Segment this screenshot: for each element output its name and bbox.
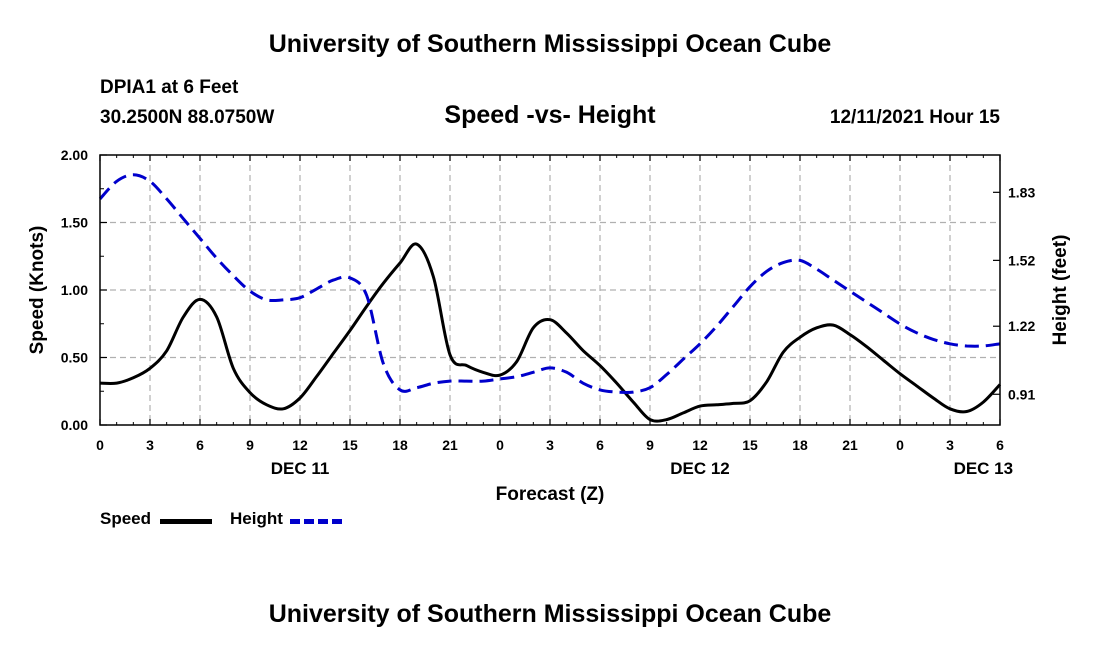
series-line-speed — [99, 242, 1002, 423]
date-label: DEC 12 — [670, 459, 730, 478]
legend-label-height: Height — [230, 509, 283, 528]
x-tick-label: 15 — [742, 437, 758, 453]
station-coordinates: 30.2500N 88.0750W — [100, 107, 275, 128]
y2-tick-label: 1.52 — [1008, 252, 1035, 268]
y2-tick-label: 0.91 — [1008, 386, 1035, 402]
x-tick-label: 15 — [342, 437, 358, 453]
y2-tick-label: 1.22 — [1008, 318, 1035, 334]
y-tick-label: 1.50 — [61, 215, 88, 231]
x-tick-label: 9 — [246, 437, 254, 453]
y-tick-label: 2.00 — [61, 147, 88, 163]
y-tick-label: 0.50 — [61, 350, 88, 366]
chart-title: Speed -vs- Height — [444, 101, 656, 129]
x-tick-label: 12 — [292, 437, 308, 453]
y-axis-label: Speed (Knots) — [27, 226, 48, 355]
y2-tick-label: 1.83 — [1008, 184, 1035, 200]
x-tick-label: 3 — [946, 437, 954, 453]
y-tick-label: 1.00 — [61, 282, 88, 298]
x-tick-label: 0 — [896, 437, 904, 453]
footer-title: University of Southern Mississippi Ocean… — [268, 600, 832, 628]
x-tick-label: 12 — [692, 437, 708, 453]
x-tick-label: 18 — [392, 437, 408, 453]
legend-swatch-height — [290, 519, 342, 524]
legend-label-speed: Speed — [100, 509, 152, 528]
series-line-height — [98, 173, 1001, 394]
x-tick-label: 3 — [546, 437, 554, 453]
legend-item-speed: Speed — [100, 509, 151, 529]
y-tick-label: 0.00 — [61, 417, 88, 433]
date-label: DEC 13 — [954, 459, 1014, 478]
x-tick-label: 21 — [442, 437, 458, 453]
page-title: University of Southern Mississippi Ocean… — [268, 30, 832, 58]
x-tick-label: 21 — [842, 437, 858, 453]
x-tick-label: 0 — [496, 437, 504, 453]
x-tick-label: 6 — [596, 437, 604, 453]
x-tick-label: 9 — [646, 437, 654, 453]
x-tick-label: 6 — [996, 437, 1004, 453]
x-tick-label: 0 — [96, 437, 104, 453]
x-tick-label: 3 — [146, 437, 154, 453]
x-axis-label: Forecast (Z) — [496, 484, 605, 505]
x-tick-label: 18 — [792, 437, 808, 453]
legend-swatch-speed — [160, 519, 212, 524]
y2-axis-label: Height (feet) — [1050, 235, 1071, 346]
forecast-datetime: 12/11/2021 Hour 15 — [829, 107, 1000, 128]
station-name: DPIA1 at 6 Feet — [100, 77, 239, 98]
x-tick-label: 6 — [196, 437, 204, 453]
legend-item-height: Height — [230, 509, 283, 529]
date-label: DEC 11 — [271, 459, 330, 478]
